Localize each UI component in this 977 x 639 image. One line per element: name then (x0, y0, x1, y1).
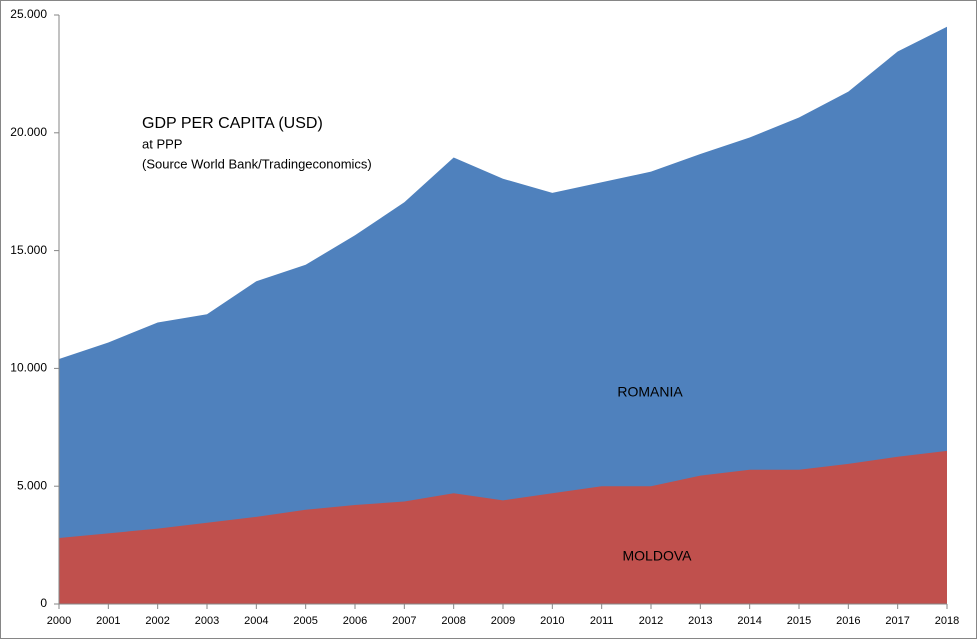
x-tick-label: 2014 (737, 615, 761, 627)
chart-subtitle: at PPP (142, 136, 182, 151)
chart-title: GDP PER CAPITA (USD) (142, 115, 323, 132)
area (59, 450, 947, 604)
x-tick-label: 2016 (836, 615, 860, 627)
chart-note: (Source World Bank/Tradingeconomics) (142, 156, 372, 171)
x-tick-label: 2004 (244, 615, 268, 627)
x-tick-label: 2018 (935, 615, 959, 627)
series-label: MOLDOVA (623, 548, 693, 564)
x-tick-label: 2010 (540, 615, 564, 627)
series-label: ROMANIA (617, 384, 683, 400)
x-tick-label: 2015 (787, 615, 811, 627)
x-tick-label: 2000 (47, 615, 71, 627)
x-tick-label: 2005 (293, 615, 317, 627)
x-tick-label: 2013 (688, 615, 712, 627)
y-tick-label: 15.000 (10, 243, 47, 257)
y-tick-label: 20.000 (10, 125, 47, 139)
x-tick-label: 2006 (343, 615, 367, 627)
x-tick-label: 2002 (145, 615, 169, 627)
y-tick-label: 0 (40, 596, 47, 610)
x-tick-label: 2007 (392, 615, 416, 627)
x-tick-label: 2008 (441, 615, 465, 627)
area (59, 26, 947, 604)
x-tick-label: 2003 (195, 615, 219, 627)
x-tick-label: 2009 (491, 615, 515, 627)
y-tick-label: 25.000 (10, 7, 47, 21)
x-tick-label: 2017 (885, 615, 909, 627)
x-tick-label: 2012 (639, 615, 663, 627)
x-tick-label: 2001 (96, 615, 120, 627)
y-tick-label: 5.000 (17, 478, 47, 492)
y-tick-label: 10.000 (10, 361, 47, 375)
x-tick-label: 2011 (590, 615, 614, 627)
plot-area (59, 26, 947, 604)
